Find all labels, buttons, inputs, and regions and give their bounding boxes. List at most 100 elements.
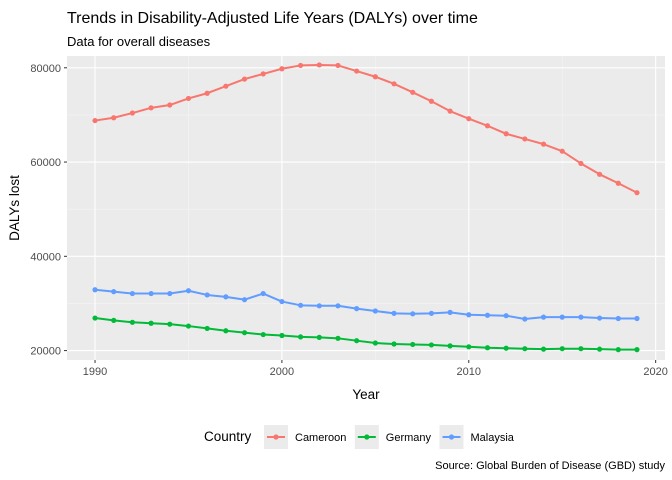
- x-axis: 1990 2000 2010 2020: [83, 360, 668, 378]
- data-point-germany: [634, 347, 640, 353]
- data-point-germany: [466, 344, 472, 350]
- data-point-malaysia: [615, 315, 621, 322]
- data-point-cameroon: [279, 66, 285, 72]
- data-point-cameroon: [185, 95, 192, 102]
- data-point-germany: [111, 317, 117, 324]
- minor-gridlines: [67, 56, 665, 360]
- plot-panel: [67, 56, 665, 360]
- data-point-cameroon: [223, 83, 229, 89]
- legend-point-malaysia: [448, 434, 455, 440]
- x-tick-label: 2020: [643, 366, 667, 378]
- data-point-cameroon: [596, 171, 603, 177]
- series-line-germany: [94, 317, 637, 351]
- data-point-germany: [596, 346, 603, 352]
- data-point-malaysia: [335, 303, 341, 309]
- legend-point-germany: [364, 434, 370, 440]
- data-point-malaysia: [447, 309, 453, 315]
- data-point-malaysia: [111, 289, 117, 295]
- legend-label-malaysia: Malaysia: [471, 432, 515, 444]
- data-point-germany: [297, 334, 304, 340]
- data-point-germany: [522, 346, 528, 352]
- y-tick-label: 80000: [30, 63, 61, 75]
- y-tick-label: 60000: [30, 157, 61, 169]
- data-point-germany: [260, 331, 266, 338]
- data-point-germany: [615, 347, 621, 353]
- data-point-cameroon: [559, 148, 565, 154]
- legend-title: Country: [204, 429, 252, 444]
- data-point-malaysia: [596, 315, 603, 321]
- data-point-germany: [335, 335, 341, 341]
- data-point-germany: [391, 341, 397, 347]
- data-point-cameroon: [503, 131, 509, 137]
- series-line-malaysia: [94, 288, 637, 320]
- data-point-germany: [241, 330, 248, 336]
- x-tick-label: 1990: [83, 366, 107, 378]
- data-point-malaysia: [503, 313, 509, 319]
- data-point-malaysia: [428, 310, 435, 316]
- data-point-germany: [167, 321, 173, 327]
- legend-label-cameroon: Cameroon: [295, 432, 346, 444]
- data-point-germany: [447, 343, 453, 349]
- data-point-germany: [410, 341, 416, 348]
- data-point-cameroon: [297, 62, 304, 69]
- data-point-cameroon: [92, 117, 98, 124]
- data-point-malaysia: [634, 315, 640, 322]
- data-point-germany: [185, 323, 192, 329]
- data-point-cameroon: [148, 105, 154, 111]
- data-point-malaysia: [372, 308, 378, 314]
- data-point-cameroon: [167, 102, 173, 108]
- data-point-malaysia: [241, 297, 248, 303]
- legend: Country Cameroon Germany Malaysia: [204, 425, 515, 449]
- data-point-cameroon: [522, 136, 528, 142]
- data-point-germany: [316, 334, 322, 340]
- data-point-malaysia: [391, 310, 397, 316]
- data-point-germany: [484, 345, 491, 351]
- data-point-cameroon: [316, 62, 322, 68]
- data-point-cameroon: [204, 90, 210, 96]
- data-point-malaysia: [522, 316, 528, 322]
- data-point-cameroon: [578, 160, 584, 167]
- data-point-malaysia: [578, 314, 584, 320]
- data-point-cameroon: [335, 62, 341, 69]
- data-point-cameroon: [111, 115, 117, 121]
- data-point-malaysia: [540, 314, 547, 320]
- data-point-germany: [148, 320, 154, 326]
- data-point-germany: [204, 325, 210, 332]
- data-point-malaysia: [354, 306, 360, 312]
- data-point-cameroon: [354, 68, 360, 74]
- chart-title: Trends in Disability-Adjusted Life Years…: [67, 10, 478, 27]
- data-point-malaysia: [559, 314, 565, 320]
- data-point-malaysia: [260, 290, 266, 297]
- data-point-germany: [503, 345, 509, 351]
- data-point-malaysia: [204, 292, 210, 298]
- data-point-cameroon: [241, 76, 248, 82]
- data-point-malaysia: [223, 294, 229, 300]
- data-point-cameroon: [447, 108, 453, 114]
- data-point-cameroon: [260, 71, 266, 77]
- data-point-cameroon: [615, 180, 621, 186]
- data-point-cameroon: [372, 74, 378, 80]
- data-point-germany: [559, 346, 565, 352]
- y-tick-label: 40000: [30, 251, 61, 263]
- legend-point-cameroon: [273, 434, 279, 440]
- major-gridlines: [67, 56, 665, 360]
- y-tick-label: 20000: [30, 346, 61, 358]
- series-layer: [92, 62, 640, 353]
- chart-caption: Source: Global Burden of Disease (GBD) s…: [435, 460, 665, 472]
- y-axis: 20000 40000 60000 80000: [30, 63, 67, 358]
- data-point-malaysia: [92, 287, 98, 293]
- data-point-germany: [540, 346, 547, 352]
- data-point-malaysia: [129, 290, 136, 297]
- data-point-malaysia: [148, 290, 154, 297]
- data-point-cameroon: [129, 110, 136, 116]
- x-tick-label: 2010: [457, 366, 481, 378]
- data-point-cameroon: [466, 116, 472, 122]
- data-point-malaysia: [279, 298, 285, 305]
- data-point-cameroon: [634, 190, 640, 196]
- legend-items: Cameroon Germany Malaysia: [264, 425, 515, 449]
- data-point-germany: [223, 328, 229, 334]
- data-point-malaysia: [466, 312, 472, 318]
- data-point-malaysia: [167, 290, 173, 297]
- legend-label-germany: Germany: [386, 432, 432, 444]
